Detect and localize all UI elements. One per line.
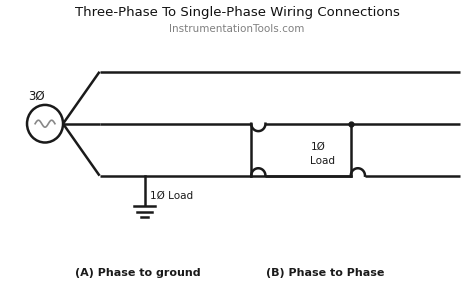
Text: 1Ø: 1Ø [310, 142, 325, 152]
Text: (B) Phase to Phase: (B) Phase to Phase [265, 268, 384, 278]
Text: (A) Phase to ground: (A) Phase to ground [74, 268, 201, 278]
Text: 3Ø: 3Ø [28, 90, 45, 102]
Text: 1Ø Load: 1Ø Load [150, 191, 193, 200]
Text: Load: Load [310, 156, 336, 166]
Text: InstrumentationTools.com: InstrumentationTools.com [169, 24, 305, 34]
Text: Three-Phase To Single-Phase Wiring Connections: Three-Phase To Single-Phase Wiring Conne… [74, 6, 400, 19]
